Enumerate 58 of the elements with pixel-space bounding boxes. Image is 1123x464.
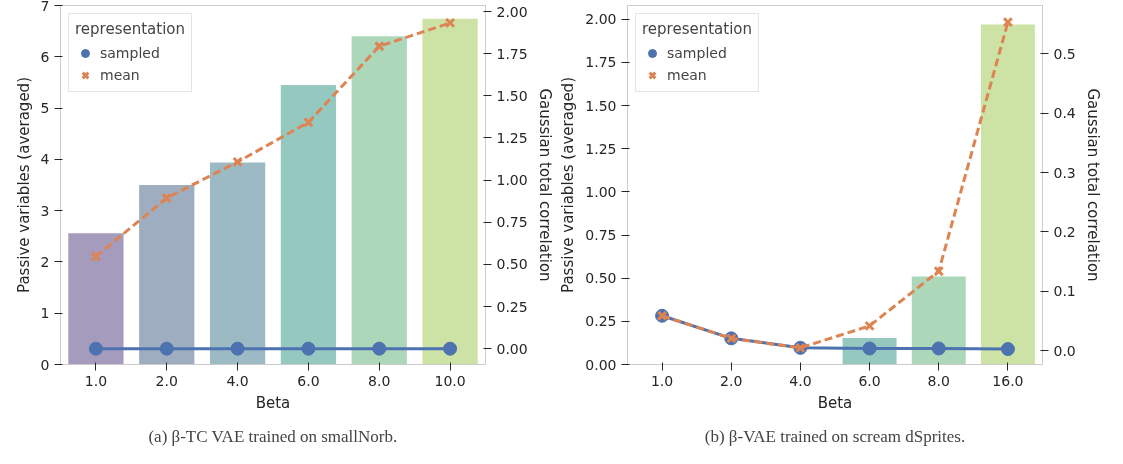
y-tick-label: 1 [40, 305, 50, 322]
y-axis-title: Passive variables (averaged) [14, 77, 33, 293]
y-tick-label: 1.75 [585, 54, 617, 71]
y-tick-label: 1.00 [585, 183, 617, 200]
y-tick-label: 0.75 [585, 227, 617, 244]
y2-tick-label: 1.25 [496, 129, 528, 146]
y-tick-label: 2.00 [585, 11, 617, 28]
y2-axis-title: Gaussian total correlation [535, 88, 554, 282]
y-tick-label: 3 [40, 202, 50, 219]
legend-label: mean [667, 67, 707, 83]
y-tick-label: 1.25 [585, 140, 617, 157]
y2-tick-label: 0.1 [1053, 283, 1076, 300]
y-tick-label: 2 [40, 253, 50, 270]
y-tick-label: 6 [40, 48, 50, 65]
y2-tick-label: 0.50 [496, 256, 528, 273]
x-tick-label: 8.0 [927, 372, 950, 389]
y-tick-label: 0.25 [585, 313, 617, 330]
x-axis-title: Beta [255, 393, 291, 412]
y2-tick-label: 0.25 [496, 298, 528, 315]
y2-tick-label: 1.00 [496, 172, 528, 189]
y2-tick-label: 0.4 [1053, 105, 1076, 122]
y2-tick-label: 0.00 [496, 340, 528, 357]
x-tick-label: 1.0 [650, 372, 674, 389]
y-tick-label: 0.00 [585, 356, 617, 373]
y-tick-label: 0 [40, 356, 50, 373]
text: (b) β-VAE trained on scream dSprites. [704, 426, 966, 446]
y2-tick-label: 1.75 [496, 45, 528, 62]
y2-axis-title: Gaussian total correlation [1083, 88, 1102, 282]
legend-title: representation [75, 20, 186, 38]
x-tick-label: 2.0 [155, 372, 178, 389]
x-tick-label: 10.0 [434, 372, 466, 389]
legend-label: mean [100, 67, 140, 83]
x-tick-label: 4.0 [226, 372, 249, 389]
y-tick-label: 0.50 [585, 270, 617, 287]
x-tick-label: 1.0 [84, 372, 108, 389]
x-tick-label: 6.0 [858, 372, 881, 389]
y-tick-label: 1.50 [585, 97, 617, 114]
y-tick-label: 5 [40, 100, 50, 117]
x-tick-label: 4.0 [789, 372, 812, 389]
legend-label: sampled [100, 45, 160, 61]
legend-label: sampled [667, 45, 727, 61]
x-tick-label: 16.0 [992, 372, 1024, 389]
x-tick-label: 2.0 [720, 372, 743, 389]
y-tick-label: 7 [40, 0, 50, 14]
text: (a) β-TC VAE trained on smallNorb. [148, 426, 398, 446]
x-axis-title: Beta [817, 393, 853, 412]
y-axis-title: Passive variables (averaged) [559, 77, 578, 293]
y2-tick-label: 1.50 [496, 87, 528, 104]
x-tick-label: 8.0 [368, 372, 391, 389]
y2-tick-label: 0.3 [1053, 164, 1076, 181]
y2-tick-label: 0.0 [1053, 342, 1076, 359]
y-tick-label: 4 [40, 151, 50, 168]
legend-title: representation [642, 20, 753, 38]
x-tick-label: 6.0 [297, 372, 320, 389]
y2-tick-label: 2.00 [496, 3, 528, 20]
y2-tick-label: 0.2 [1053, 223, 1076, 240]
y2-tick-label: 0.5 [1053, 45, 1076, 62]
y2-tick-label: 0.75 [496, 214, 528, 231]
